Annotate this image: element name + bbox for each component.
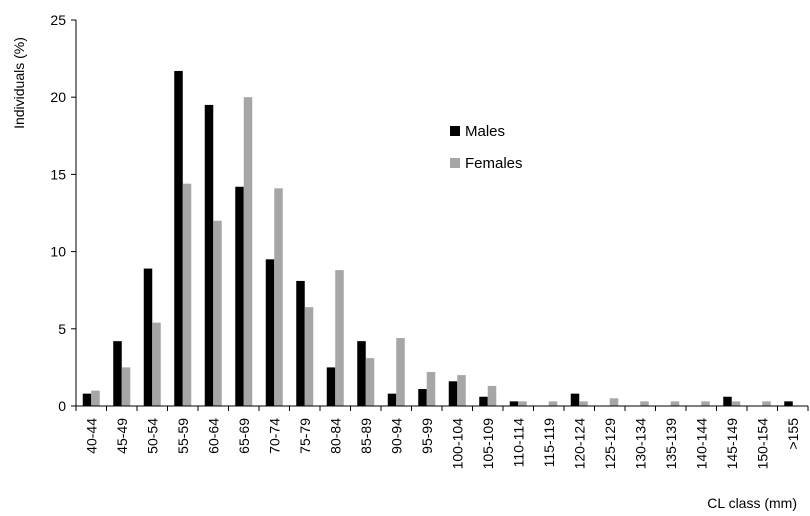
x-tick-label: 150-154 [754, 418, 770, 470]
bar-females-95-99 [426, 372, 436, 406]
bar-males-45-49 [113, 341, 122, 406]
x-tick-label: 75-79 [297, 418, 313, 454]
bar-males-40-44 [82, 393, 92, 406]
bar-males-55-59 [174, 70, 183, 407]
y-axis: 0 5 10 15 20 25 [50, 12, 77, 414]
bar-females-115-119 [548, 401, 558, 406]
x-tick-label: 90-94 [388, 418, 404, 454]
bar-males-60-64 [204, 104, 214, 407]
bar-males-75-79 [296, 280, 305, 406]
y-tick-label: 0 [58, 398, 66, 414]
bar-females-150-154 [762, 401, 771, 406]
legend-label-males: Males [465, 123, 505, 140]
x-tick-label: 140-144 [693, 418, 709, 470]
bars [82, 70, 793, 407]
y-tick-label: 20 [50, 89, 66, 105]
y-tick-label: 10 [50, 244, 66, 260]
bar-males-70-74 [265, 259, 275, 406]
x-tick-label: 50-54 [144, 418, 160, 454]
x-tick-label: 120-124 [571, 418, 587, 470]
bar-males-50-54 [143, 268, 153, 406]
bar-females-55-59 [182, 183, 192, 406]
x-tick-label: 55-59 [175, 418, 191, 454]
x-tick-label: >155 [785, 418, 801, 450]
x-tick-label: 85-89 [358, 418, 374, 454]
bar-females-120-124 [579, 401, 588, 406]
legend-swatch-females [450, 158, 460, 168]
x-tick-label: 95-99 [419, 418, 435, 454]
x-tick-label: 105-109 [480, 418, 496, 470]
x-axis-title: CL class (mm) [707, 495, 797, 511]
x-tick-label: 100-104 [449, 418, 465, 470]
bar-females-100-104 [457, 375, 466, 406]
x-axis: 40-44 45-49 50-54 55-59 60-64 65-69 70-74 75-79… [75, 405, 809, 470]
bar-males-85-89 [357, 341, 366, 406]
bar-females-70-74 [274, 188, 283, 406]
bar-females-110-114 [518, 401, 527, 406]
bar-males-65-69 [235, 186, 244, 406]
legend-label-females: Females [465, 155, 523, 172]
bar-males-80-84 [326, 367, 336, 406]
bar-females-85-89 [365, 358, 375, 406]
x-tick-label: 45-49 [114, 418, 130, 454]
bar-females-145-149 [731, 401, 741, 406]
y-tick-label: 25 [50, 12, 66, 28]
bar-females-60-64 [213, 220, 222, 406]
x-tick-label: 110-114 [510, 418, 526, 468]
bar-males-90-94 [387, 393, 397, 406]
bar-males-105-109 [479, 396, 488, 406]
x-tick-label: 145-149 [724, 418, 740, 470]
y-tick-label: 5 [58, 321, 66, 337]
bar-females-135-139 [670, 401, 680, 406]
y-axis-title: Individuals (%) [11, 37, 27, 129]
bar-females-40-44 [91, 390, 100, 406]
bar-females-50-54 [152, 322, 161, 406]
bar-females-90-94 [396, 338, 405, 406]
x-tick-label: 115-119 [541, 418, 557, 468]
x-tick-label: 40-44 [83, 418, 99, 454]
bar-males-110-114 [509, 401, 519, 406]
y-tick-label: 15 [50, 166, 66, 182]
bar-males-120-124 [570, 393, 580, 406]
bar-males-145-149 [723, 396, 732, 406]
bar-males->155 [784, 401, 793, 406]
bar-females-65-69 [243, 97, 253, 406]
bar-females-140-144 [701, 401, 710, 406]
legend-swatch-males [450, 126, 460, 136]
x-tick-label: 125-129 [602, 418, 618, 470]
x-tick-label: 60-64 [205, 418, 221, 454]
bar-females-130-134 [640, 401, 649, 406]
bar-females-80-84 [335, 270, 344, 406]
bar-females-105-109 [487, 385, 497, 406]
bar-males-100-104 [448, 381, 458, 406]
bar-females-125-129 [609, 398, 619, 406]
x-tick-label: 130-134 [632, 418, 648, 470]
x-tick-label: 70-74 [266, 418, 282, 454]
x-tick-label: 135-139 [663, 418, 679, 470]
bar-females-75-79 [304, 307, 314, 406]
bar-males-95-99 [418, 389, 427, 406]
legend: Males Females [450, 123, 523, 172]
x-tick-label: 80-84 [327, 418, 343, 454]
bar-females-45-49 [121, 367, 131, 406]
x-tick-label: 65-69 [236, 418, 252, 454]
